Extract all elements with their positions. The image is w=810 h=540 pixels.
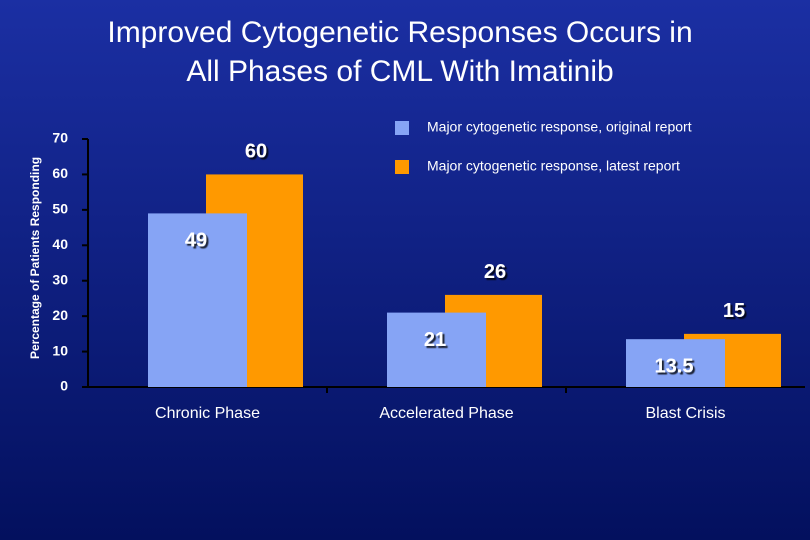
x-tick-label: Chronic Phase: [155, 405, 260, 422]
data-label: 26: [484, 261, 506, 283]
bar: [387, 312, 486, 387]
y-tick-label: 70: [52, 130, 68, 146]
y-axis-label: Percentage of Patients Responding: [28, 157, 42, 359]
legend-label: Major cytogenetic response, latest repor…: [427, 158, 680, 174]
y-tick-label: 40: [52, 236, 68, 252]
data-label: 13.5: [655, 355, 694, 377]
x-tick-label: Accelerated Phase: [379, 405, 513, 422]
bar: [148, 213, 247, 387]
y-tick-label: 10: [52, 342, 68, 358]
y-tick-label: 0: [60, 378, 68, 394]
chart-title: Improved Cytogenetic Responses Occurs in: [107, 16, 692, 49]
data-label: 60: [245, 141, 267, 163]
y-tick-label: 50: [52, 201, 68, 217]
legend-swatch: [395, 160, 409, 174]
legend-swatch: [395, 121, 409, 135]
chart-title: All Phases of CML With Imatinib: [186, 55, 613, 88]
x-tick-label: Blast Crisis: [645, 405, 725, 422]
data-label: 49: [185, 230, 207, 252]
data-label: 21: [424, 329, 446, 351]
legend-label: Major cytogenetic response, original rep…: [427, 119, 692, 135]
y-tick-label: 20: [52, 307, 68, 323]
data-label: 15: [723, 300, 745, 322]
y-tick-label: 60: [52, 165, 68, 181]
y-tick-label: 30: [52, 271, 68, 287]
bar: [626, 339, 725, 387]
